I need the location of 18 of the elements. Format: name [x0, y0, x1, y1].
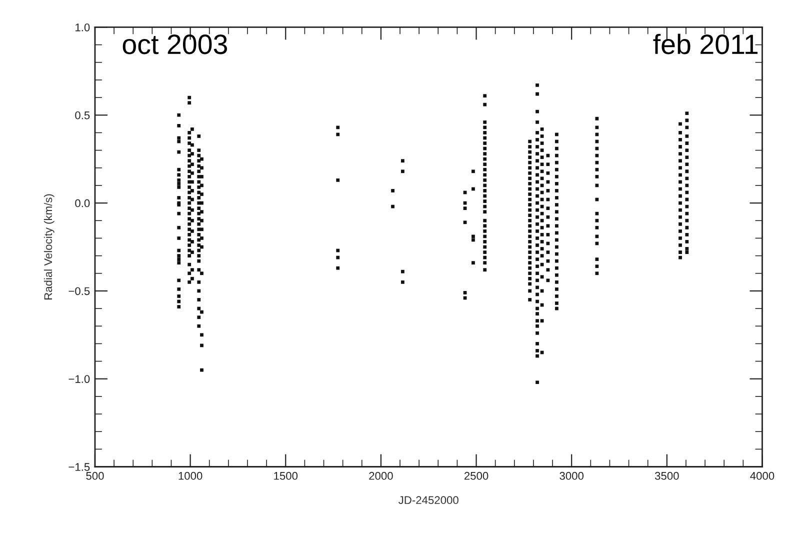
- y-axis-title: Radial Velocity (km/s): [44, 194, 54, 300]
- y-tick-label: 1.0: [76, 23, 90, 32]
- x-tick-label: 500: [86, 472, 104, 480]
- x-tick-label: 1500: [274, 472, 298, 480]
- y-tick-label: 0.5: [75, 111, 90, 120]
- x-tick-label: 2000: [369, 472, 393, 480]
- x-tick-label: 1000: [178, 472, 202, 480]
- y-tick-label: −1.0: [68, 375, 90, 383]
- x-tick-label: 4000: [750, 472, 774, 480]
- x-tick-label: 3000: [560, 472, 584, 480]
- x-tick-label: 3500: [654, 472, 679, 480]
- annotation: oct 2003: [122, 34, 228, 54]
- x-tick-label: 2500: [464, 472, 488, 480]
- y-tick-label: −1.5: [68, 463, 90, 471]
- y-tick-label: 0.0: [75, 199, 90, 208]
- x-axis-title: JD-2452000: [398, 496, 458, 504]
- annotation: feb 2011: [653, 34, 758, 54]
- y-tick-label: −0.5: [68, 287, 90, 296]
